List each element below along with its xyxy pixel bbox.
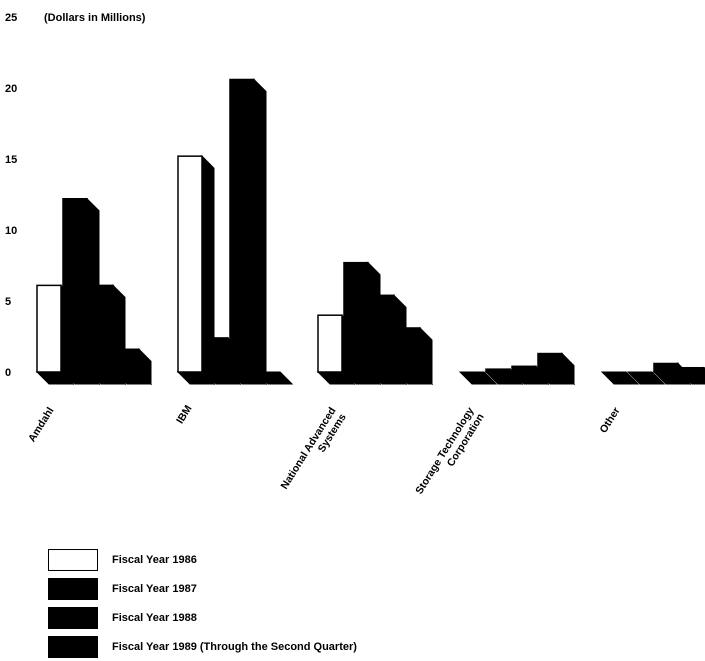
bar-base xyxy=(113,371,153,385)
y-tick-label: 5 xyxy=(5,296,11,308)
legend: Fiscal Year 1986 Fiscal Year 1987 Fiscal… xyxy=(48,545,357,661)
bar-front xyxy=(62,198,88,373)
y-axis: 0 5 10 15 20 25 xyxy=(5,12,17,379)
legend-label: Fiscal Year 1986 xyxy=(112,553,197,566)
legend-label: Fiscal Year 1988 xyxy=(112,611,197,624)
legend-item: Fiscal Year 1988 xyxy=(48,603,357,632)
y-tick-label: 25 xyxy=(5,12,17,24)
bar xyxy=(228,78,268,386)
bar xyxy=(254,371,294,385)
bar-base xyxy=(342,371,382,385)
bar xyxy=(176,154,216,386)
bar xyxy=(87,284,127,386)
bar xyxy=(536,352,576,386)
bar xyxy=(600,371,640,385)
bar-base xyxy=(394,371,434,385)
x-tick-label: IBM xyxy=(174,403,195,426)
bar-base xyxy=(536,371,576,385)
bar-front xyxy=(653,362,679,373)
bar-front xyxy=(343,261,369,373)
x-tick-label: Other xyxy=(598,405,623,435)
y-tick-label: 20 xyxy=(5,83,17,95)
bar-front xyxy=(36,284,62,373)
legend-label: Fiscal Year 1989 (Through the Second Qua… xyxy=(112,640,357,653)
bar-base xyxy=(202,371,242,385)
legend-swatch xyxy=(48,606,98,629)
bar xyxy=(626,371,666,385)
bar-front xyxy=(177,155,203,373)
y-tick-label: 0 xyxy=(5,367,11,379)
bar-base xyxy=(316,371,356,385)
bar-front xyxy=(369,294,395,373)
bar-front xyxy=(679,366,705,373)
bar xyxy=(113,348,153,386)
bar xyxy=(458,371,498,385)
bar-front xyxy=(317,314,343,373)
y-tick-label: 15 xyxy=(5,154,17,166)
bar-front xyxy=(229,78,255,373)
bar-front xyxy=(395,327,421,373)
bar-base xyxy=(510,371,550,385)
bar-side xyxy=(253,78,267,386)
bar xyxy=(394,326,434,386)
bar-front xyxy=(537,352,563,373)
legend-swatch xyxy=(48,577,98,600)
bar-base xyxy=(626,371,666,385)
bar-front xyxy=(114,348,140,373)
bar-base xyxy=(254,371,294,385)
bar-base xyxy=(678,371,705,385)
bar-base xyxy=(35,371,75,385)
bar-base xyxy=(368,371,408,385)
y-tick-label: 10 xyxy=(5,225,17,237)
bar-base xyxy=(652,371,692,385)
bar-base xyxy=(600,371,640,385)
x-tick-label: National AdvancedSystems xyxy=(278,405,348,498)
bar-front xyxy=(203,337,229,373)
bar-base xyxy=(61,371,101,385)
bars xyxy=(35,78,705,386)
bar-chart: 0 5 10 15 20 25 (Dollars in Millions) Amdahl I… xyxy=(5,12,705,503)
legend-swatch xyxy=(48,635,98,658)
unit-label: (Dollars in Millions) xyxy=(44,12,146,24)
bar-base xyxy=(87,371,127,385)
legend-swatch xyxy=(48,548,98,571)
x-tick-label: Amdahl xyxy=(26,405,57,444)
x-axis-labels: Amdahl IBM National AdvancedSystems Storage… xyxy=(26,403,623,503)
bar-base xyxy=(484,371,524,385)
x-tick-label: Storage TechnologyCorporation xyxy=(413,405,487,503)
bar-front xyxy=(88,284,114,373)
bar xyxy=(678,366,705,385)
legend-item: Fiscal Year 1987 xyxy=(48,574,357,603)
legend-item: Fiscal Year 1989 (Through the Second Qua… xyxy=(48,632,357,661)
bar-base xyxy=(176,371,216,385)
bar-base xyxy=(228,371,268,385)
bar-front xyxy=(511,365,537,373)
legend-item: Fiscal Year 1986 xyxy=(48,545,357,574)
legend-label: Fiscal Year 1987 xyxy=(112,582,197,595)
bar-base xyxy=(458,371,498,385)
